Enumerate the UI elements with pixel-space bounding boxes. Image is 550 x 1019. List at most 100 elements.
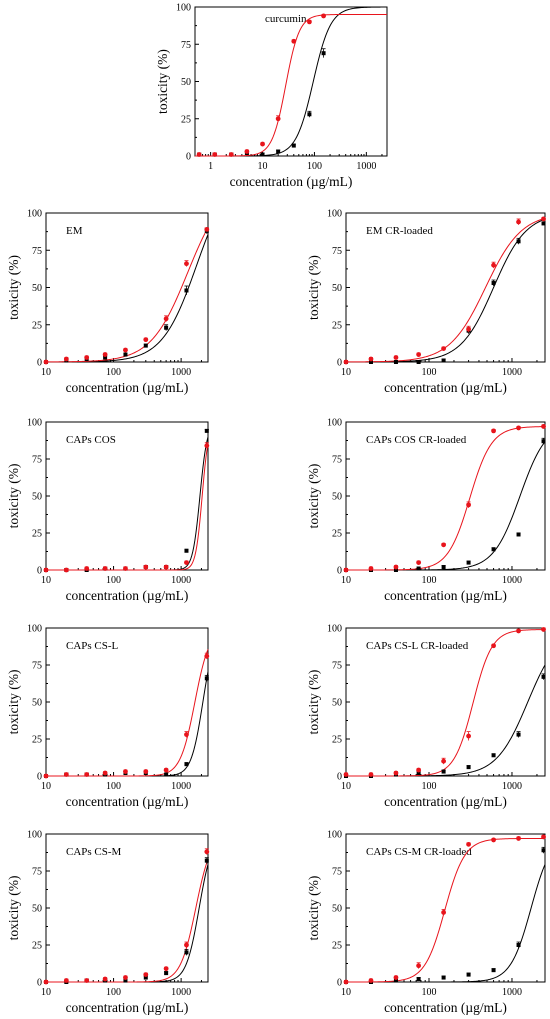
y-axis-title: toxicity (%) bbox=[306, 255, 321, 320]
x-tick-label: 1000 bbox=[171, 575, 191, 586]
y-axis-title: toxicity (%) bbox=[306, 464, 321, 529]
y-tick-label: 75 bbox=[32, 246, 42, 257]
y-tick-label: 0 bbox=[37, 566, 42, 577]
data-point-red bbox=[102, 976, 108, 982]
y-axis-title: toxicity (%) bbox=[6, 670, 21, 735]
data-point-black bbox=[291, 143, 296, 148]
x-tick-label: 10 bbox=[341, 781, 351, 792]
y-tick-label: 0 bbox=[186, 152, 191, 163]
y-tick-label: 75 bbox=[332, 246, 342, 257]
data-point-red bbox=[212, 152, 218, 157]
y-tick-label: 0 bbox=[37, 978, 42, 989]
y-tick-label: 0 bbox=[337, 978, 342, 989]
y-tick-label: 25 bbox=[332, 320, 342, 331]
y-tick-label: 100 bbox=[327, 209, 342, 220]
data-point-red bbox=[84, 978, 90, 983]
panel-label: EM bbox=[66, 225, 83, 237]
data-point-black bbox=[491, 281, 496, 286]
y-tick-label: 75 bbox=[32, 867, 42, 878]
fit-curve-black bbox=[346, 441, 546, 571]
y-tick-label: 25 bbox=[32, 735, 42, 746]
data-point-red bbox=[196, 152, 202, 157]
fit-curve-red bbox=[46, 649, 209, 777]
data-point-red bbox=[184, 560, 189, 565]
data-point-black bbox=[491, 968, 496, 973]
data-point-red bbox=[491, 262, 496, 268]
data-point-red bbox=[343, 567, 349, 573]
data-point-red bbox=[393, 975, 399, 980]
panel-label: CAPs COS CR-loaded bbox=[366, 434, 467, 446]
data-point-black bbox=[393, 978, 398, 983]
data-point-red bbox=[184, 261, 189, 267]
fit-curve-black bbox=[46, 864, 209, 983]
data-point-red bbox=[163, 966, 169, 972]
y-tick-label: 100 bbox=[327, 830, 342, 841]
x-tick-label: 100 bbox=[421, 987, 436, 998]
x-tick-label: 1000 bbox=[502, 367, 522, 378]
data-point-black bbox=[541, 221, 546, 226]
data-point-red bbox=[102, 352, 108, 357]
x-tick-label: 1000 bbox=[171, 781, 191, 792]
y-tick-label: 50 bbox=[181, 77, 191, 88]
data-point-black bbox=[260, 152, 265, 157]
fit-curve-black bbox=[46, 671, 209, 777]
data-point-black bbox=[441, 769, 446, 774]
y-axis-title: toxicity (%) bbox=[306, 670, 321, 735]
fit-curve-red bbox=[195, 13, 387, 157]
x-tick-label: 10 bbox=[41, 367, 51, 378]
data-point-black bbox=[416, 566, 421, 571]
y-tick-label: 75 bbox=[332, 867, 342, 878]
data-point-red bbox=[163, 316, 169, 322]
data-point-black bbox=[516, 239, 521, 244]
x-tick-label: 10 bbox=[41, 781, 51, 792]
data-point-red bbox=[163, 564, 169, 570]
data-point-red bbox=[441, 542, 447, 548]
data-point-red bbox=[163, 767, 169, 773]
fit-curve-red bbox=[346, 426, 546, 571]
data-point-red bbox=[275, 116, 281, 122]
data-point-black bbox=[466, 972, 471, 977]
data-point-red bbox=[416, 767, 422, 773]
x-tick-label: 100 bbox=[421, 367, 436, 378]
data-point-red bbox=[516, 425, 521, 431]
data-point-red bbox=[291, 38, 297, 44]
fit-curve-red bbox=[46, 859, 209, 983]
data-point-red bbox=[260, 141, 265, 147]
data-point-black bbox=[184, 288, 189, 293]
data-point-black bbox=[164, 325, 169, 330]
data-point-black bbox=[368, 360, 373, 364]
y-tick-label: 100 bbox=[327, 624, 342, 635]
x-axis-title: concentration (µg/mL) bbox=[66, 1000, 189, 1015]
data-point-black bbox=[416, 360, 421, 364]
data-point-red bbox=[516, 836, 521, 841]
y-axis-title: toxicity (%) bbox=[155, 49, 170, 114]
data-point-red bbox=[63, 978, 69, 983]
y-tick-label: 50 bbox=[332, 698, 342, 709]
data-point-red bbox=[491, 643, 496, 649]
y-tick-label: 100 bbox=[27, 209, 42, 220]
data-point-red bbox=[204, 653, 210, 659]
x-axis-title: concentration (µg/mL) bbox=[66, 380, 189, 395]
y-tick-label: 25 bbox=[181, 114, 191, 125]
data-point-red bbox=[63, 567, 69, 573]
data-point-red bbox=[393, 564, 399, 570]
data-point-red bbox=[63, 356, 69, 362]
chart-panel-2: 0 25 50 75 100 10 100 1000 concentration (µg/mL)… bbox=[6, 209, 210, 395]
data-point-black bbox=[143, 975, 148, 980]
data-point-red bbox=[343, 979, 349, 985]
x-tick-label: 1000 bbox=[502, 575, 522, 586]
x-axis-title: concentration (µg/mL) bbox=[384, 794, 507, 809]
x-tick-label: 100 bbox=[106, 781, 121, 792]
y-tick-label: 0 bbox=[337, 566, 342, 577]
data-point-red bbox=[466, 841, 471, 847]
y-tick-label: 75 bbox=[332, 661, 342, 672]
y-tick-label: 25 bbox=[32, 320, 42, 331]
y-tick-label: 100 bbox=[327, 418, 342, 429]
y-tick-label: 100 bbox=[27, 830, 42, 841]
y-tick-label: 25 bbox=[332, 735, 342, 746]
chart-panel-7: 0 25 50 75 100 10 100 1000 concentration (µg/mL)… bbox=[306, 624, 546, 809]
data-point-red bbox=[204, 443, 210, 449]
y-tick-label: 25 bbox=[332, 529, 342, 540]
x-tick-label: 100 bbox=[106, 575, 121, 586]
data-point-black bbox=[416, 771, 421, 776]
